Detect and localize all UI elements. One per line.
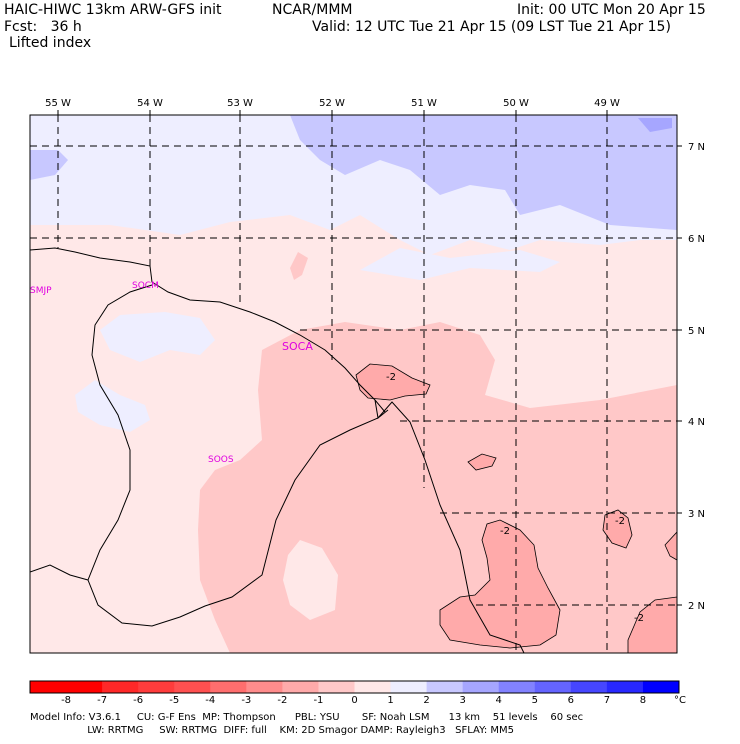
colorbar-tick-label: -1 [313,695,323,706]
forecast-hour: Fcst: 36 h [4,19,82,35]
lon-label: 52 W [319,98,345,109]
field-patch-negative-2-east [602,509,633,549]
colorbar-cell [606,681,644,693]
contour-label: -2 [386,372,396,383]
lat-label: 4 N [688,417,705,428]
frame-ticks [57,110,682,606]
latitude-labels: 7 N 6 N 5 N 4 N 3 N 2 N [688,142,705,612]
colorbar-tick-label: 7 [604,695,610,706]
contour-label: -2 [615,516,625,527]
lon-label: 55 W [45,98,71,109]
lat-label: 5 N [688,326,705,337]
station-smjp: SMJP [30,286,52,296]
colorbar-tick-label: 0 [351,695,357,706]
colorbar-tick-label: -4 [205,695,215,706]
colorbar-cell [30,681,67,693]
colorbar-tick-label: 3 [459,695,465,706]
valid-time: Valid: 12 UTC Tue 21 Apr 15 (09 LST Tue … [312,19,671,35]
lon-label: 49 W [594,98,620,109]
border-west-2 [30,564,89,581]
org-label: NCAR/MMM [272,2,353,18]
border-west-1 [87,284,389,627]
model-info-line2: LW: RRTMG SW: RRTMG DIFF: full KM: 2D Sm… [30,725,515,736]
colorbar-cell [66,681,103,693]
colorbar-tick-label: -2 [277,695,287,706]
colorbar-cell [354,681,392,693]
colorbar-cell [462,681,500,693]
coastline [30,247,386,413]
field-pocket-negative-0 [283,540,338,620]
graticule [30,115,677,653]
colorbar [30,681,680,693]
colorbar-cell [174,681,211,693]
colorbar-tick-label: 6 [568,695,574,706]
colorbar-cell [138,681,175,693]
lon-label: 50 W [503,98,529,109]
lon-label: 51 W [411,98,437,109]
colorbar-frame [29,680,680,694]
field-name: Lifted index [9,35,92,51]
colorbar-tick-label: 4 [496,695,502,706]
station-socm: SOCM [132,281,159,291]
field-band-positive-3 [638,118,672,132]
longitude-labels: 55 W 54 W 53 W 52 W 51 W 50 W 49 W [45,98,620,109]
contour-label: -2 [500,526,510,537]
lon-label: 53 W [227,98,253,109]
field-patch-negative-2-south [439,519,561,649]
field-pocket-positive-inland [100,312,215,362]
contour-labels: -2 -2 -2 -2 [386,372,644,624]
colorbar-cell [426,681,464,693]
field-patch-negative-2-southeast [627,596,677,653]
field-patch-negative-2-small [467,453,497,471]
colorbar-tick-label: 1 [387,695,393,706]
lat-label: 3 N [688,509,705,520]
colorbar-cell [282,681,319,693]
colorbar-cell [534,681,572,693]
colorbar-tick-label: 5 [532,695,538,706]
colorbar-cell [318,681,355,693]
colorbar-tick-labels: -8 -7 -6 -5 -4 -3 -2 -1 0 1 2 3 4 5 6 7 8 [61,695,646,706]
lat-label: 6 N [688,234,705,245]
colorbar-tick-label: -3 [241,695,251,706]
colorbar-tick-label: -7 [97,695,107,706]
field-pocket-positive-ocean [360,248,560,280]
field-spot-negative-1 [290,252,308,280]
lat-label: 2 N [688,601,705,612]
colorbar-cell [246,681,283,693]
model-info-line1: Model Info: V3.6.1 CU: G-F Ens MP: Thomp… [30,712,584,723]
init-time: Init: 00 UTC Mon 20 Apr 15 [517,2,706,18]
lat-label: 7 N [688,142,705,153]
colorbar-unit: °C [674,695,686,706]
lifted-index-field [30,115,677,653]
field-patch-negative-2-edge [664,531,677,561]
model-title: HAIC-HIWC 13km ARW-GFS init [4,2,222,18]
colorbar-cell [642,681,680,693]
station-soca: SOCA [282,340,313,353]
colorbar-tick-label: 2 [423,695,429,706]
field-band-positive-2 [290,115,677,230]
colorbar-tick-label: 8 [640,695,646,706]
map-frame [29,114,678,654]
colorbar-cell [102,681,139,693]
colorbar-cell [210,681,247,693]
colorbar-cell [390,681,428,693]
colorbar-cell [498,681,536,693]
border-east [374,399,525,653]
geography-lines [30,247,525,653]
colorbar-cell [570,681,608,693]
colorbar-tick-label: -5 [169,695,179,706]
station-labels: SMJP SOCM SOCA SOOS [30,281,313,465]
colorbar-tick-label: -8 [61,695,71,706]
contour-label: -2 [634,613,644,624]
colorbar-tick-label: -6 [133,695,143,706]
station-soos: SOOS [208,455,234,465]
lon-label: 54 W [137,98,163,109]
field-patch-negative-2-north [355,363,431,401]
